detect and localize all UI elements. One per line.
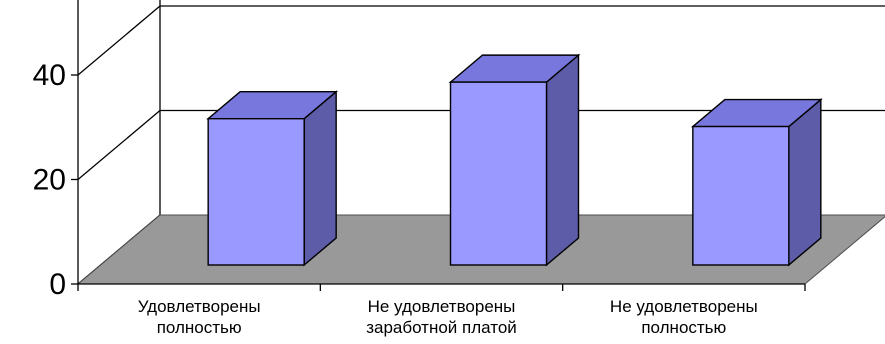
bar-3: [690, 98, 823, 267]
x-category-label: Не удовлетворены полностью: [610, 297, 758, 337]
y-tick-label: 0: [49, 268, 66, 301]
x-category-label: Не удовлетворены заработной платой: [366, 297, 517, 337]
wall-diagonal: [77, 110, 161, 180]
bar-side: [303, 90, 337, 267]
wall-diagonal: [77, 5, 161, 76]
x-category-label: Удовлетворены полностью: [138, 297, 261, 337]
chart-axes: 0 20 40 Удовлетворены полностью Не удовлетвор…: [33, 0, 806, 337]
bar-1: [206, 90, 339, 267]
bar-2: [448, 53, 581, 267]
y-tick-label: 20: [33, 164, 66, 197]
bar-series: [206, 53, 823, 267]
bar-side: [788, 98, 822, 267]
bar-front: [692, 125, 790, 266]
bar-front: [449, 81, 548, 266]
bar-front: [207, 117, 305, 266]
bar-side: [545, 53, 580, 267]
y-tick-label: 40: [33, 59, 66, 92]
